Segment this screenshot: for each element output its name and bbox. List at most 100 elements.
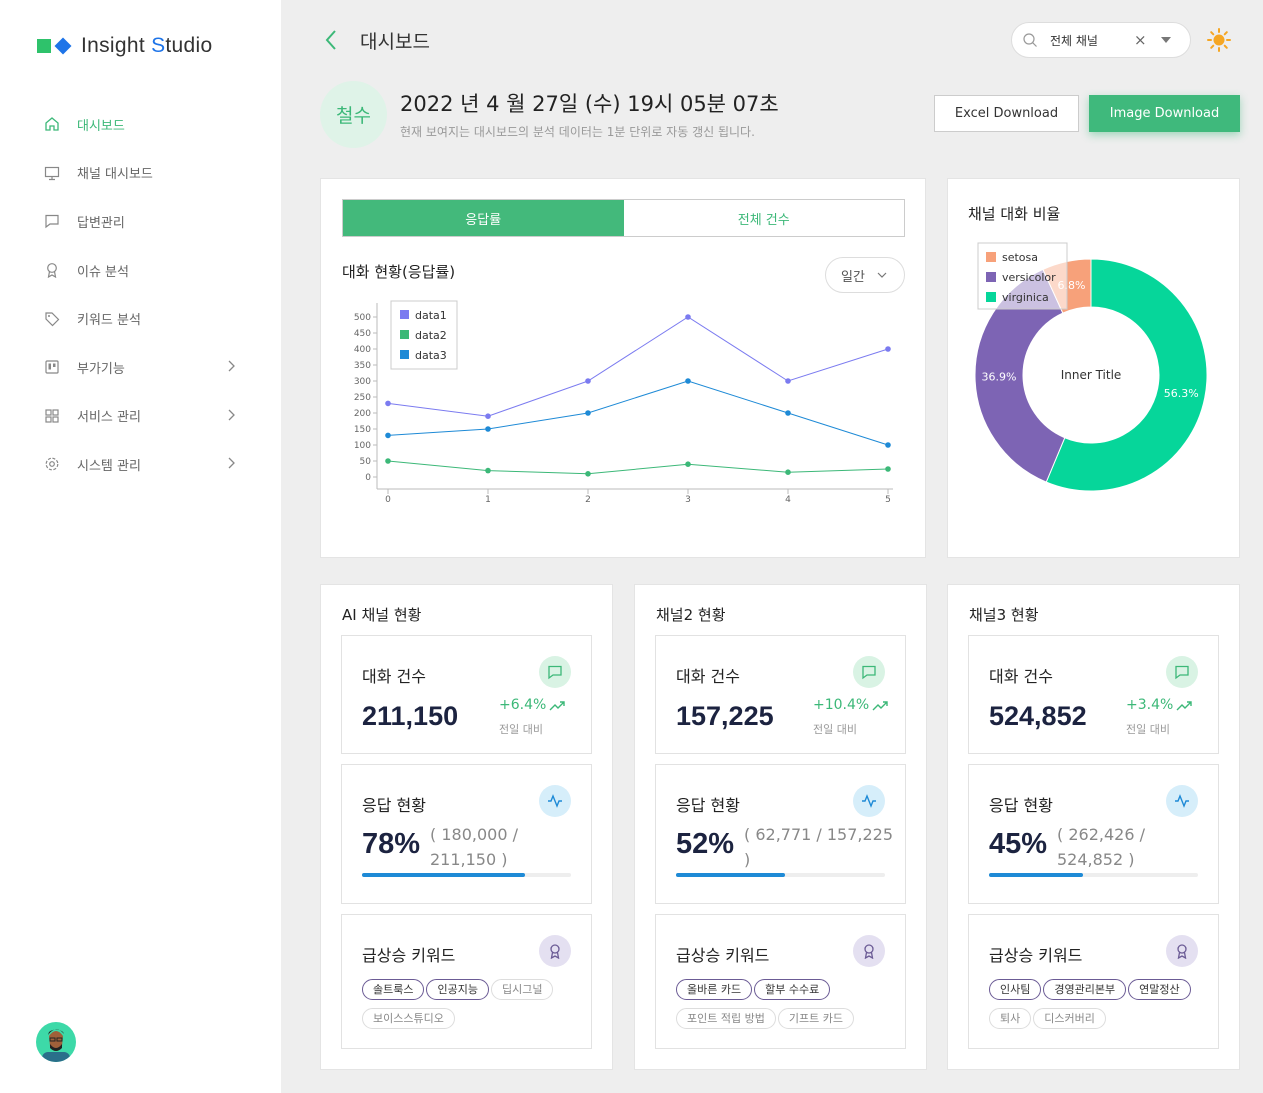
line-chart: 0 50 100 150 200 250 300 350 400 450 500 0 1 2 3 4 5 data… (354, 300, 893, 505)
sidebar-item-keyword-analysis[interactable]: 키워드 분석 (43, 294, 243, 343)
response-label: 응답 현황 (362, 796, 426, 815)
channel-ratio-card: 채널 대화 비율 56.3% 36.9% 6.8% Inner Title setosa… (947, 178, 1240, 558)
x-tick-label: 5 (885, 495, 891, 505)
data-point-data3 (585, 410, 591, 416)
award-icon (853, 935, 885, 967)
keyword-tag[interactable]: 포인트 적립 방법 (676, 1008, 776, 1029)
legend-swatch-versicolor (986, 272, 996, 282)
keyword-tag[interactable]: 퇴사 (989, 1008, 1032, 1029)
response-label: 응답 현황 (989, 796, 1053, 815)
image-download-button[interactable]: Image Download (1089, 95, 1240, 132)
chevron-right-icon (227, 457, 235, 473)
keyword-tag[interactable]: 경영관리본부 (1043, 979, 1127, 1000)
data-point-data2 (385, 458, 391, 464)
user-avatar[interactable] (36, 1022, 76, 1062)
sidebar-item-system-admin[interactable]: 시스템 관리 (43, 440, 243, 489)
period-select[interactable]: 일간 (825, 257, 905, 293)
count-delta-value: +6.4% (499, 697, 547, 713)
conversation-count: 211,150 (362, 701, 459, 731)
excel-download-button[interactable]: Excel Download (934, 95, 1079, 132)
clear-icon[interactable]: × (1134, 31, 1147, 49)
grid-icon (43, 407, 61, 425)
sidebar-item-extras[interactable]: 부가기능 (43, 343, 243, 392)
sidebar-item-channel-dashboard[interactable]: 채널 대시보드 (43, 149, 243, 198)
theme-toggle-sun-icon[interactable] (1206, 27, 1232, 57)
conversation-status-card: 응답률 전체 건수 대화 현황(응답률) 일간 0 50 100 150 200 250 3… (320, 178, 926, 558)
channel-title: AI 채널 현황 (342, 606, 422, 624)
trello-icon (43, 358, 61, 376)
legend-swatch-data2 (400, 330, 409, 339)
keyword-tag[interactable]: 딥시그널 (490, 979, 554, 1000)
y-tick-label: 0 (365, 473, 371, 483)
caret-down-icon[interactable] (1160, 37, 1171, 43)
channel-status-card: 채널3 현황 대화 건수 524,852 +3.4% 전일 대비 응답 현황 4… (947, 584, 1240, 1070)
x-tick-label: 0 (385, 495, 391, 505)
logo-text-s: S (151, 34, 166, 57)
y-tick-label: 200 (354, 409, 371, 419)
sidebar-item-dashboard[interactable]: 대시보드 (43, 100, 243, 149)
keyword-tag[interactable]: 인사팀 (989, 979, 1042, 1000)
data-point-data3 (385, 432, 391, 439)
compare-label: 전일 대비 (1126, 723, 1170, 736)
response-progress-fill (362, 873, 526, 877)
x-tick-label: 4 (785, 495, 791, 505)
chevron-right-icon (227, 360, 235, 376)
back-button[interactable] (324, 29, 338, 55)
data-point-data1 (485, 413, 491, 419)
keyword-tag[interactable]: 인공지능 (426, 979, 489, 1000)
rising-keywords-box: 급상승 키워드 올바른 카드 할부 수수료포인트 적립 방법 기프트 카드 (655, 914, 906, 1049)
donut-chart: 56.3%36.9%6.8%Inner Titlesetosaversicolo… (974, 242, 1208, 492)
keyword-tag[interactable]: 올바른 카드 (676, 979, 753, 1000)
app-logo[interactable]: Insight Studio (37, 34, 212, 58)
keyword-tags: 인사팀 경영관리본부 연말정산퇴사 디스커버리 (989, 978, 1204, 1036)
logo-text-part2: tudio (165, 34, 213, 57)
trending-up-icon (872, 701, 888, 711)
keyword-tag[interactable]: 할부 수수료 (754, 979, 831, 1000)
data-point-data1 (785, 378, 791, 384)
sidebar-nav: 대시보드 채널 대시보드 답변관리 이슈 분석 키워드 분석 부가기능 서비스 … (43, 100, 243, 489)
keyword-tag[interactable]: 연말정산 (1128, 979, 1191, 1000)
keyword-tag[interactable]: 기프트 카드 (777, 1008, 854, 1029)
sidebar-item-issue-analysis[interactable]: 이슈 분석 (43, 246, 243, 295)
trending-up-icon (1176, 701, 1193, 711)
count-label: 대화 건수 (362, 667, 426, 686)
keyword-tag[interactable]: 보이스스튜디오 (362, 1008, 455, 1029)
data-point-data1 (885, 346, 891, 352)
data-point-data3 (685, 378, 691, 384)
y-tick-label: 100 (354, 441, 371, 451)
chevron-left-icon (325, 30, 336, 50)
message-icon (43, 212, 61, 230)
home-icon (43, 115, 61, 133)
chevron-down-icon (877, 272, 887, 278)
x-tick-label: 2 (585, 495, 591, 505)
keyword-tags: 올바른 카드 할부 수수료포인트 적립 방법 기프트 카드 (676, 978, 891, 1036)
x-tick-label: 3 (685, 495, 691, 505)
sidebar-item-label: 서비스 관리 (77, 410, 141, 426)
chat-icon (853, 656, 885, 688)
conversation-count-box: 대화 건수 524,852 +3.4% 전일 대비 (968, 635, 1219, 754)
slice-virginica (1045, 258, 1208, 492)
y-tick-label: 450 (354, 329, 371, 339)
y-tick-label: 250 (354, 393, 371, 403)
count-label: 대화 건수 (989, 667, 1053, 686)
award-icon (1166, 935, 1198, 967)
sidebar-item-service-admin[interactable]: 서비스 관리 (43, 392, 243, 441)
conversation-count: 524,852 (989, 701, 1087, 731)
legend-swatch-setosa (986, 252, 996, 262)
sidebar-item-answers[interactable]: 답변관리 (43, 197, 243, 246)
logo-diamond-icon (54, 37, 72, 55)
legend-label-versicolor: versicolor (1002, 271, 1056, 284)
tab-total-count[interactable]: 전체 건수 (623, 200, 904, 236)
channel-select[interactable]: 전체 채널 × (1011, 22, 1191, 58)
legend-swatch-data1 (400, 310, 409, 319)
response-ratio: ( 262,426 / 524,852 ) (1057, 825, 1145, 869)
legend-swatch-data3 (400, 350, 409, 359)
legend-label-data3: data3 (415, 349, 447, 362)
keyword-tag[interactable]: 솔트룩스 (362, 979, 425, 1000)
keyword-tag[interactable]: 디스커버리 (1033, 1008, 1106, 1029)
data-point-data2 (585, 471, 591, 477)
donut-chart-title: 채널 대화 비율 (968, 205, 1061, 223)
data-point-data2 (785, 469, 791, 476)
slice-label-virginica: 56.3% (1164, 387, 1199, 400)
tab-response-rate[interactable]: 응답률 (343, 200, 624, 236)
